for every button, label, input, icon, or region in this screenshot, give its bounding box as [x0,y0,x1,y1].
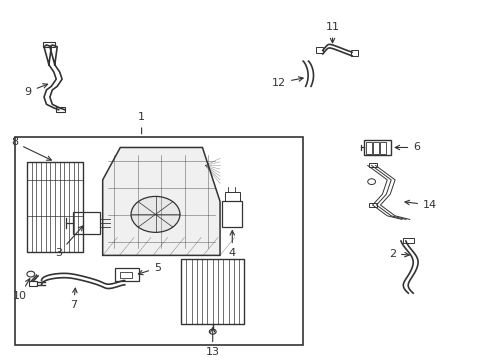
Text: 6: 6 [394,143,419,153]
Text: 13: 13 [205,328,219,357]
Text: 4: 4 [228,231,235,258]
Text: 14: 14 [404,200,436,210]
Bar [27,162,83,252]
Text: 12: 12 [271,77,303,88]
Bar [364,140,390,155]
Bar [368,163,376,167]
Bar [29,280,37,286]
Bar [56,107,65,112]
Text: 10: 10 [13,279,30,301]
Bar [222,202,242,226]
Bar [15,137,303,345]
Bar [372,142,378,154]
Bar [224,193,239,202]
Polygon shape [102,148,220,255]
Bar [43,42,55,47]
Bar [181,259,244,324]
Text: 1: 1 [138,112,145,134]
Circle shape [131,197,180,232]
Text: 2: 2 [388,249,408,258]
Text: 7: 7 [70,288,77,310]
Bar [380,142,386,154]
Bar [350,50,357,56]
Bar [73,212,100,234]
Bar [365,142,371,154]
Bar [120,271,132,278]
Text: 8: 8 [11,138,51,160]
Text: 11: 11 [325,22,339,43]
Bar [403,238,413,243]
Bar [115,268,139,280]
Text: 9: 9 [24,84,47,97]
Bar [368,203,376,207]
Text: 3: 3 [55,226,83,258]
Bar [316,48,323,53]
Text: 5: 5 [138,263,161,275]
